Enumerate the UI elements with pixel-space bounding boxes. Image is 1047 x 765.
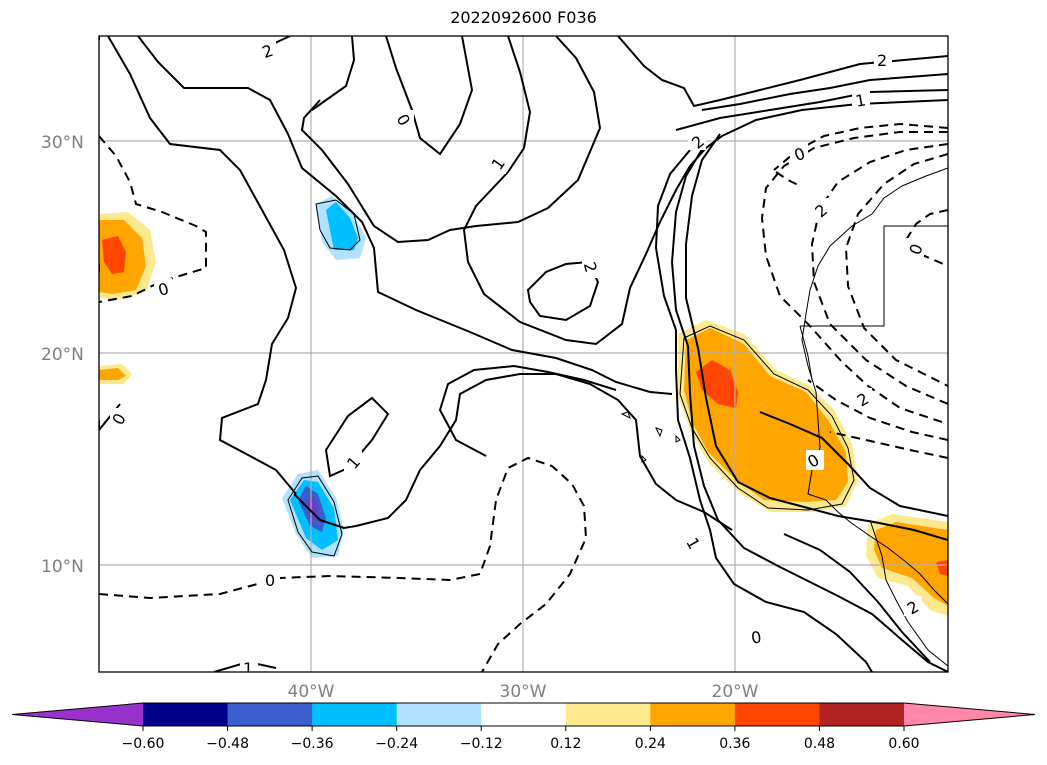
colorbar-tick-label: 0.12 [550,736,581,752]
colorbar-segment [819,703,905,726]
positive-anomaly-west-small-core [99,368,126,380]
border-north [800,225,948,327]
lon-label-20w: 20°W [712,682,759,702]
positive-anomaly-southeast-peak [936,560,948,576]
colorbar-extend-low [12,703,143,726]
contour-solid-18 [526,260,600,322]
solid-contours [99,36,948,672]
contour-solid-11 [654,149,873,672]
contour-dashed-8 [829,431,948,459]
contour-dashed-6 [773,122,948,171]
map-title: 2022092600 F036 [450,8,597,27]
contour-solid-2 [137,36,673,395]
contour-dashed-2 [99,456,588,672]
contour-label-16: 0 [750,627,763,647]
border-west [799,325,813,381]
contour-solid-13 [685,133,948,541]
contour-solid-6 [300,36,602,244]
colorbar: −0.60 −0.48 −0.36 −0.24 −0.12 0.12 0.24 0.36 0.4… [11,702,1036,752]
contour-label-5: 0 [156,279,171,300]
contour-solid-22 [783,533,931,663]
contour-dashed-9 [904,209,948,267]
coast-gulf [869,519,948,667]
map-frame [98,35,949,673]
contour-thin-west [315,199,361,251]
contour-thin-south [287,475,343,557]
contour-solid-16 [355,373,733,531]
contour-solid-1 [107,36,298,495]
contour-solid-4 [385,36,474,156]
contour-dashed-3 [760,131,948,425]
contour-solid-14 [759,411,948,517]
colorbar-tick-label: −0.12 [460,736,503,752]
lat-label-30n: 30°N [41,133,84,153]
coastlines [287,167,948,667]
colorbar-segment [481,703,567,726]
colorbar-segment [143,703,229,726]
contour-solid-7 [617,36,948,108]
contour-solid-10 [721,99,948,137]
colorbar-tick-label: 0.36 [719,736,750,752]
contour-label-13: 1 [854,90,867,110]
lat-label-10n: 10°N [41,557,84,577]
contour-label-9: 2 [877,51,887,70]
islands-4 [675,434,681,443]
colorbar-tick-label: 0.24 [635,736,666,752]
colorbar-segment [565,703,651,726]
contour-dashed-10 [775,171,801,187]
colorbar-extend-high [904,703,1035,726]
positive-anomaly-west-peak [102,236,126,274]
lon-label-30w: 30°W [500,682,547,702]
contour-dashed-5 [844,153,948,387]
colorbar-tick-label: −0.36 [291,736,334,752]
islands-2 [655,427,663,438]
negative-anomaly-north-core [326,202,358,250]
dashed-contours [99,122,948,672]
colorbar-segment [227,703,313,726]
colorbar-segment [396,703,482,726]
colorbar-tick-label: 0.60 [888,736,919,752]
colorbar-tick-label: 0.48 [804,736,835,752]
contour-solid-17 [324,396,390,478]
colorbar-tick-label: −0.24 [375,736,418,752]
contour-label-4: 2 [580,260,601,275]
contour-thin-east [679,325,855,511]
islands-1 [620,411,631,419]
lon-label-40w: 40°W [288,682,335,702]
colorbar-tick-label: −0.48 [206,736,249,752]
contour-dashed-7 [807,379,948,441]
contour-solid-12 [670,145,948,672]
contour-solid-19 [293,493,357,530]
contour-solid-8 [701,73,948,111]
contour-label-17: 1 [243,659,253,678]
colorbar-segment [650,703,736,726]
colorbar-segment [734,703,820,726]
contour-solid-9 [675,89,948,131]
contour-solid-3 [311,36,356,111]
contour-label-11: 0 [265,571,275,590]
colorbar-segment [312,703,398,726]
contour-dashed-4 [810,143,948,405]
colorbar-tick-label: −0.60 [122,736,165,752]
positive-anomaly-east-peak [696,360,738,408]
coastline-africa [801,167,948,605]
contour-solid-5 [462,36,723,346]
contour-labels: 2 0 1 2 0 1 2 0 2 2 0 0 1 0 [108,40,927,678]
lat-label-20n: 20°N [41,345,84,365]
